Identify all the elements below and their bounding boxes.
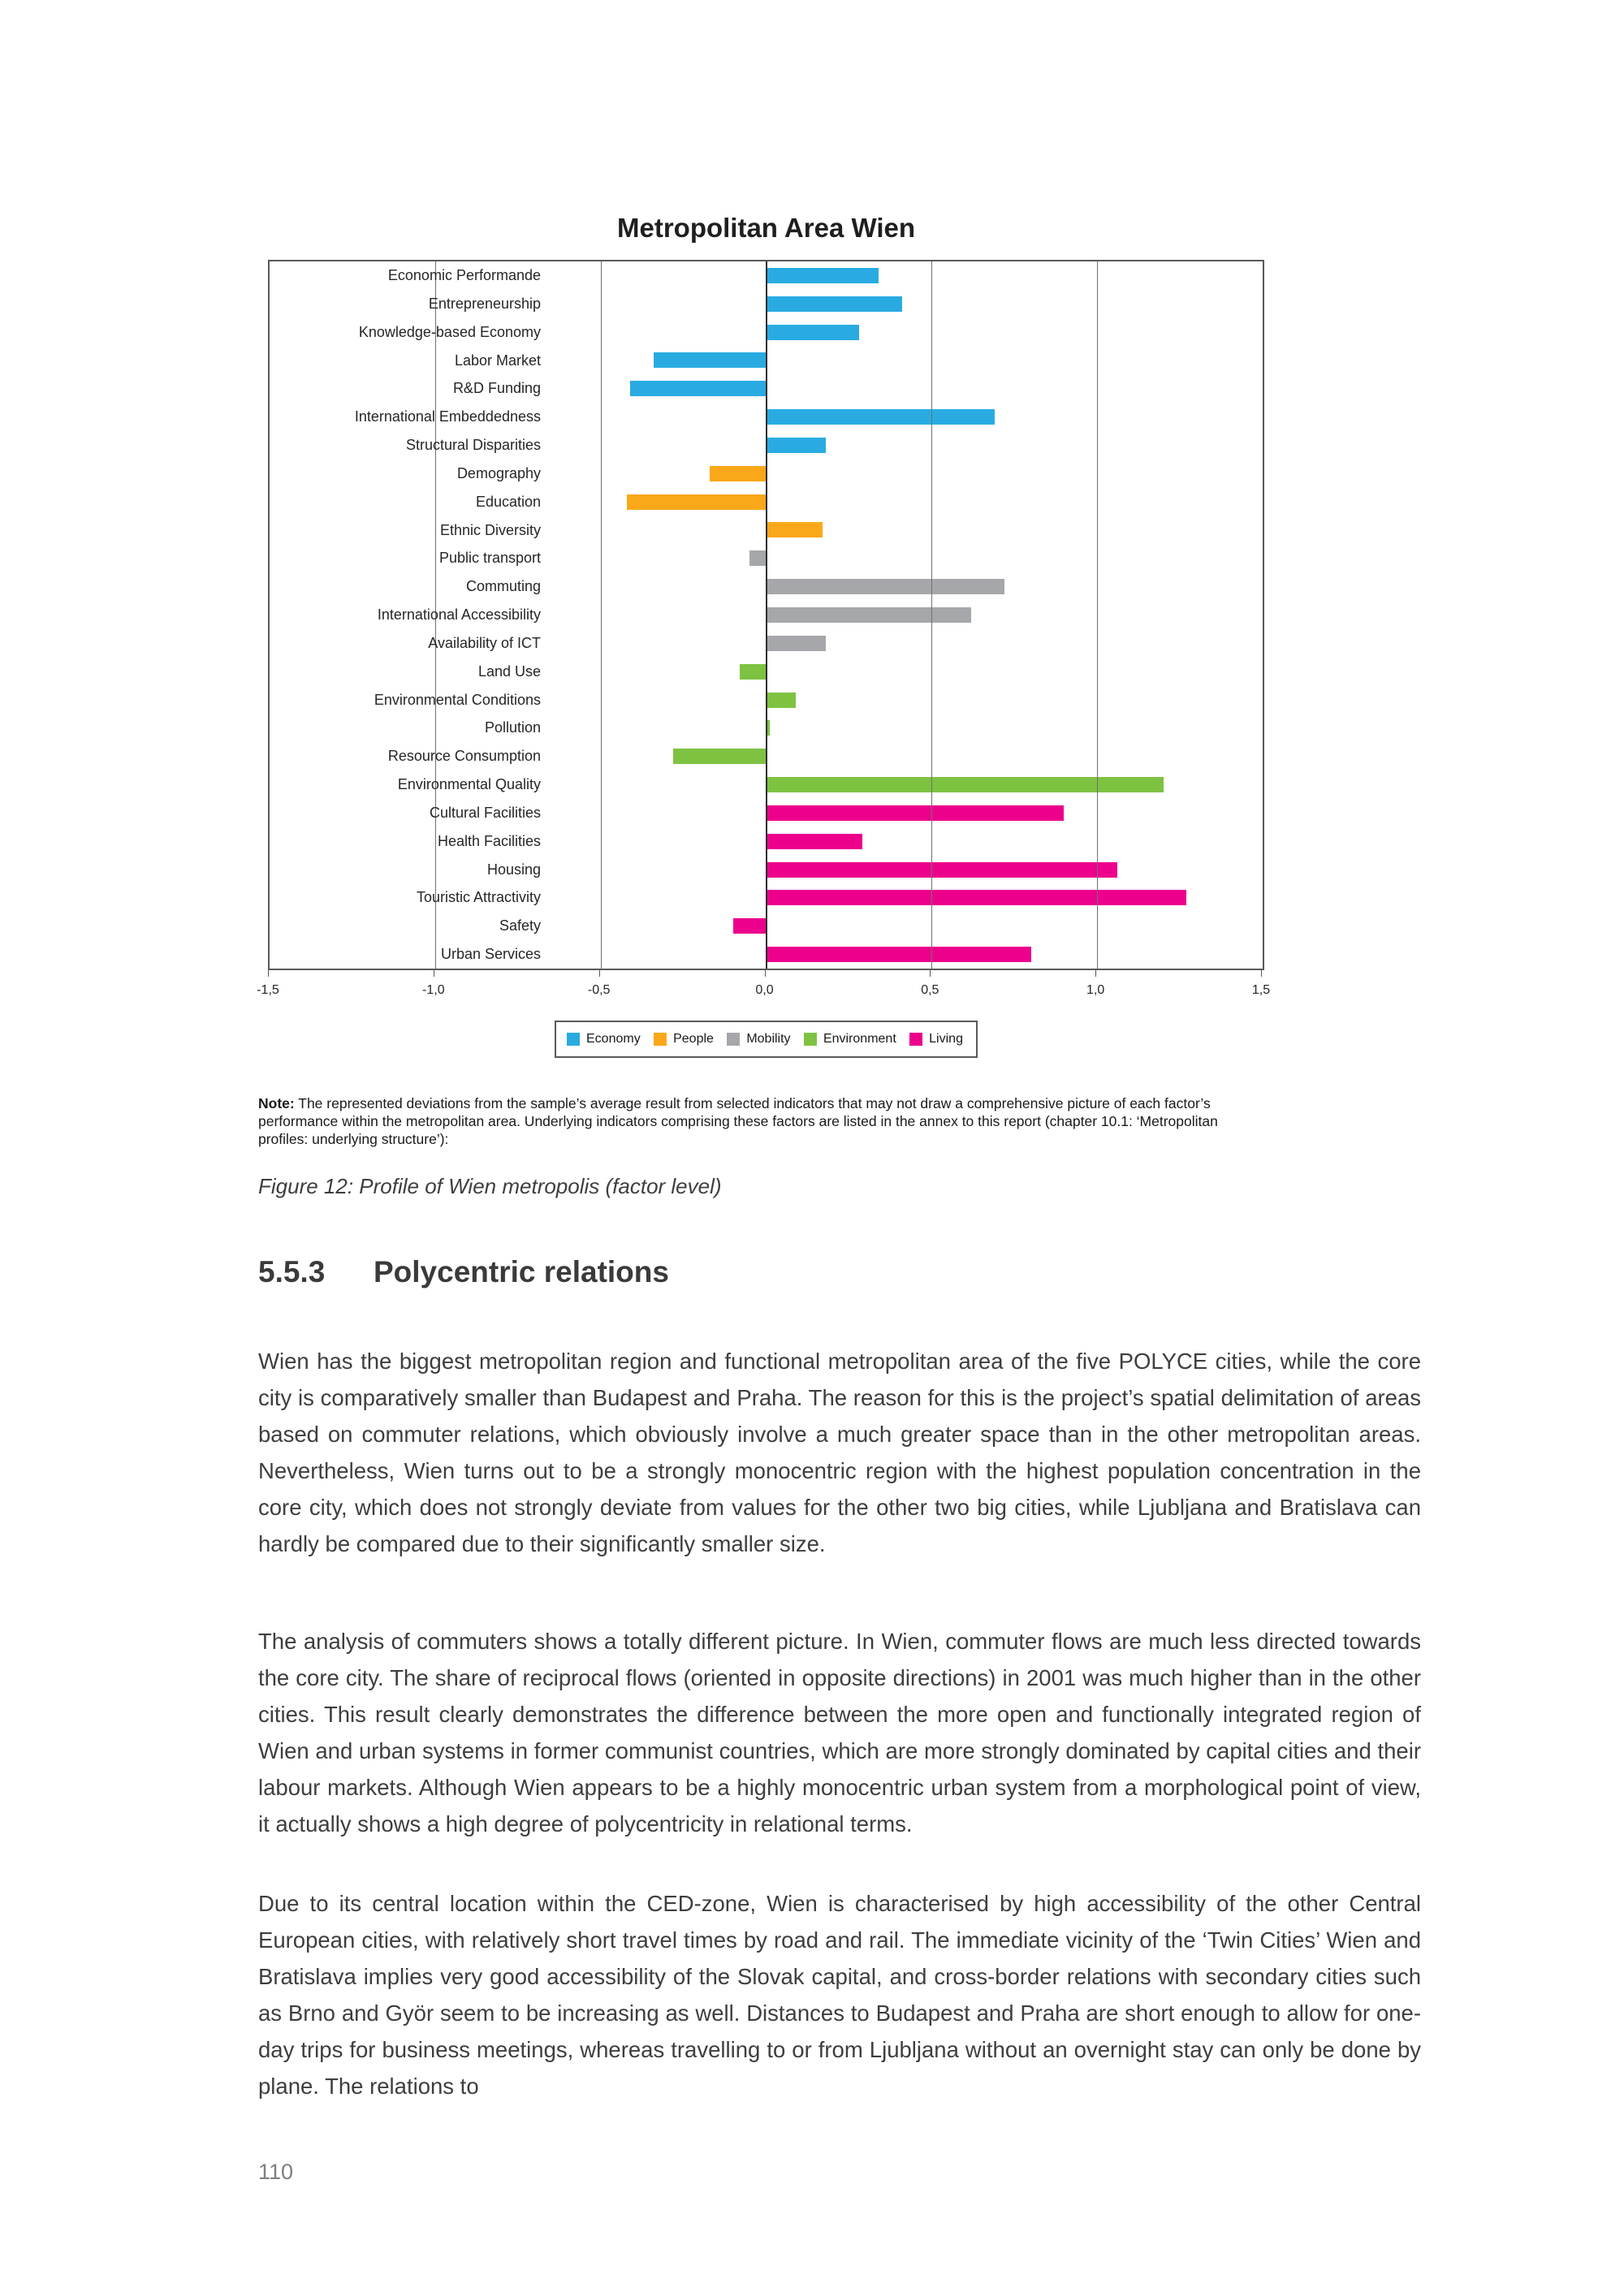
- bar-environmental-quality: [766, 777, 1164, 793]
- paragraph: Due to its central location within the C…: [258, 1890, 1421, 2099]
- category-label-resource-consumption: Resource Consumption: [387, 748, 541, 765]
- note-text: The represented deviations from the samp…: [258, 1094, 1218, 1147]
- chart-legend: Economy People Mobility Environment Living: [555, 1021, 978, 1058]
- category-label-public-transport: Public transport: [438, 550, 541, 567]
- bar-urban-services: [766, 947, 1031, 963]
- x-axis-tick-label: 1,5: [1251, 983, 1271, 997]
- bar-health-facilities: [766, 833, 862, 849]
- category-label-structural-disparities: Structural Disparities: [405, 437, 541, 454]
- bar-international-embeddedness: [766, 409, 995, 425]
- legend-item-living: Living: [909, 1032, 963, 1047]
- x-axis-tick-label: -1,0: [422, 983, 445, 997]
- legend-item-economy: Economy: [567, 1032, 641, 1047]
- x-axis-tick-label: -1,5: [257, 983, 279, 997]
- legend-item-environment: Environment: [803, 1032, 896, 1047]
- category-label-ethnic-diversity: Ethnic Diversity: [439, 521, 541, 538]
- figure-caption: Figure 12: Profile of Wien metropolis (f…: [258, 1174, 722, 1198]
- legend-label-economy: Economy: [586, 1032, 641, 1046]
- category-label-knowledge-based-economy: Knowledge-based Economy: [358, 323, 541, 340]
- x-axis-tick: [598, 970, 600, 977]
- category-label-environmental-quality: Environmental Quality: [397, 776, 541, 793]
- bar-housing: [766, 861, 1117, 878]
- page-number: 110: [258, 2160, 294, 2184]
- bar-touristic-attractivity: [766, 890, 1187, 906]
- category-label-touristic-attractivity: Touristic Attractivity: [416, 889, 541, 906]
- gridline: [600, 261, 602, 969]
- category-label-international-embeddedness: International Embeddedness: [354, 408, 541, 425]
- paragraph: The analysis of commuters shows a totall…: [258, 1628, 1421, 1836]
- bar-international-accessibility: [766, 607, 972, 623]
- bar-commuting: [766, 579, 1005, 595]
- category-label-pollution: Pollution: [484, 719, 541, 736]
- x-axis-tick: [1261, 970, 1262, 977]
- legend-item-mobility: Mobility: [727, 1032, 791, 1047]
- x-axis-tick-label: -0,5: [587, 983, 611, 997]
- legend-label-mobility: Mobility: [746, 1032, 791, 1046]
- category-label-entrepreneurship: Entrepreneurship: [428, 295, 541, 312]
- x-axis-tick: [764, 970, 766, 977]
- section-title: Polycentric relations: [374, 1255, 669, 1288]
- paragraph: Wien has the biggest metropolitan region…: [258, 1348, 1421, 1556]
- bar-public-transport: [749, 550, 767, 567]
- bar-ethnic-diversity: [766, 522, 823, 538]
- bar-economic-performande: [766, 267, 879, 283]
- category-label-land-use: Land Use: [477, 662, 541, 680]
- bar-demography: [710, 465, 767, 481]
- legend-label-living: Living: [929, 1032, 963, 1046]
- zero-axis-line: [765, 261, 767, 969]
- legend-item-people: People: [654, 1032, 714, 1047]
- legend-swatch-living: [909, 1033, 923, 1046]
- category-label-safety: Safety: [499, 917, 541, 934]
- bar-environmental-conditions: [766, 692, 797, 708]
- bar-knowledge-based-economy: [766, 324, 859, 340]
- gridline: [931, 261, 933, 969]
- category-label-education: Education: [475, 493, 541, 510]
- bar-chart-plot-area: Economic Performande Entrepreneurship Know…: [268, 260, 1264, 970]
- chart-x-axis: -1,5 -1,0 -0,5 0,0 0,5 1,0 1,5: [257, 970, 1270, 1011]
- category-label-demography: Demography: [456, 464, 541, 481]
- category-label-commuting: Commuting: [465, 578, 541, 595]
- section-heading: 5.5.3 Polycentric relations: [258, 1255, 669, 1289]
- bar-education: [627, 494, 767, 510]
- legend-swatch-environment: [803, 1033, 817, 1046]
- x-axis-tick: [268, 970, 269, 977]
- bar-labor-market: [653, 352, 767, 369]
- category-label-international-accessibility: International Accessibility: [377, 606, 541, 624]
- bar-r-d-funding: [630, 381, 767, 397]
- legend-swatch-economy: [567, 1033, 580, 1046]
- category-label-cultural-facilities: Cultural Facilities: [429, 804, 541, 821]
- x-axis-tick-label: 1,0: [1086, 983, 1105, 997]
- note-label: Note:: [258, 1094, 295, 1111]
- category-label-labor-market: Labor Market: [454, 352, 541, 369]
- legend-label-people: People: [673, 1032, 714, 1046]
- category-label-environmental-conditions: Environmental Conditions: [374, 691, 541, 708]
- x-axis-tick-label: 0,5: [921, 983, 939, 997]
- figure-note: Note: The represented deviations from th…: [258, 1094, 1265, 1148]
- bar-resource-consumption: [673, 749, 767, 765]
- legend-swatch-people: [654, 1033, 667, 1046]
- legend-swatch-mobility: [727, 1033, 741, 1046]
- bar-cultural-facilities: [766, 805, 1065, 821]
- category-label-r-d-funding: R&D Funding: [452, 380, 541, 397]
- category-label-urban-services: Urban Services: [440, 946, 541, 963]
- x-axis-tick: [930, 970, 931, 977]
- x-axis-tick-label: 0,0: [755, 983, 774, 997]
- x-axis-tick: [1095, 970, 1097, 977]
- section-number: 5.5.3: [258, 1255, 326, 1288]
- bar-pollution: [766, 720, 770, 736]
- legend-label-environment: Environment: [823, 1032, 896, 1046]
- category-label-availability-of-ict: Availability of ICT: [428, 634, 541, 651]
- category-label-health-facilities: Health Facilities: [437, 832, 541, 849]
- bar-structural-disparities: [766, 437, 826, 453]
- category-label-housing: Housing: [486, 861, 541, 878]
- gridline: [1097, 261, 1099, 969]
- bar-availability-of-ict: [766, 635, 826, 651]
- gridline: [434, 261, 436, 969]
- category-label-economic-performande: Economic Performande: [387, 267, 541, 283]
- chart-title: Metropolitan Area Wien: [616, 213, 915, 243]
- bar-safety: [732, 918, 767, 934]
- bar-land-use: [739, 663, 767, 680]
- bar-entrepreneurship: [766, 296, 902, 312]
